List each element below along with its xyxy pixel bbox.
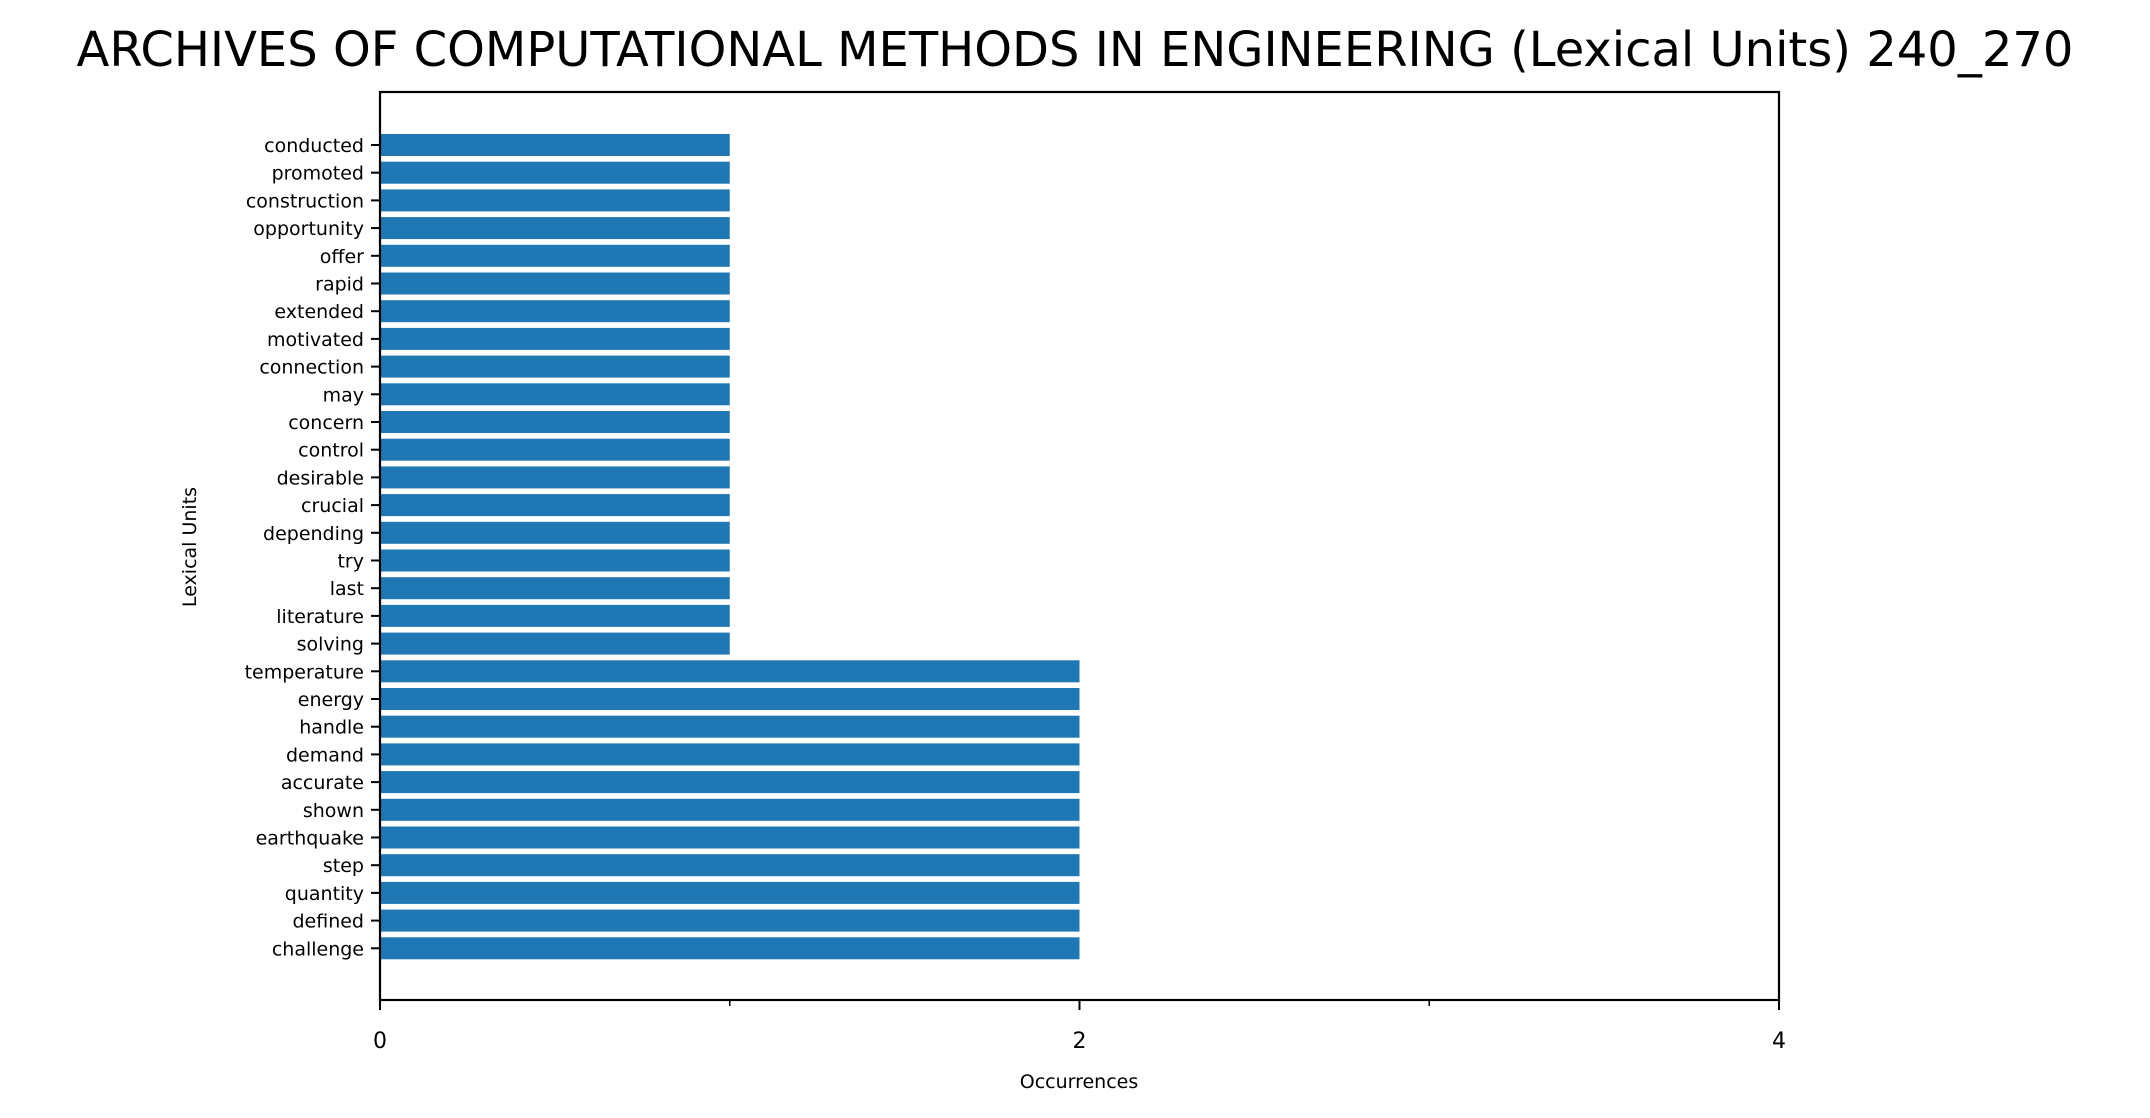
y-tick-label: quantity	[285, 883, 364, 905]
bar-challenge	[380, 937, 1080, 960]
bar-conducted	[380, 134, 730, 156]
y-tick-label: solving	[297, 634, 364, 656]
y-tick-label: concern	[288, 412, 364, 434]
bar-demand	[380, 743, 1080, 766]
bar-handle	[380, 715, 1080, 738]
bar-extended	[380, 300, 730, 323]
y-tick-label: opportunity	[253, 218, 364, 240]
y-tick-label: defined	[292, 911, 364, 933]
y-tick-label: try	[337, 551, 364, 573]
bar-earthquake	[380, 826, 1080, 849]
bar-accurate	[380, 771, 1080, 794]
bar-rapid	[380, 272, 730, 295]
bar-solving	[380, 632, 730, 655]
y-tick-label: may	[323, 384, 364, 406]
bar-promoted	[380, 161, 730, 184]
y-tick-label: demand	[286, 744, 364, 766]
bar-depending	[380, 521, 730, 544]
x-axis-label: Occurrences	[1020, 1071, 1139, 1093]
x-tick-label: 4	[1772, 1029, 1786, 1054]
y-tick-label: promoted	[272, 163, 364, 185]
bar-offer	[380, 244, 730, 267]
bar-crucial	[380, 494, 730, 517]
y-tick-label: extended	[274, 301, 364, 323]
y-tick-label: control	[298, 440, 364, 462]
bar-may	[380, 383, 730, 406]
y-tick-label: motivated	[267, 329, 364, 351]
bar-construction	[380, 189, 730, 212]
y-tick-label: rapid	[315, 274, 364, 296]
bar-energy	[380, 688, 1080, 710]
bar-temperature	[380, 660, 1080, 683]
x-tick-label: 0	[373, 1029, 387, 1054]
plot-frame	[378, 90, 1781, 1002]
x-tick-label: 2	[1073, 1029, 1087, 1054]
bar-desirable	[380, 466, 730, 489]
bar-step	[380, 854, 1080, 877]
bar-motivated	[380, 327, 730, 350]
bars-group	[380, 134, 1080, 960]
y-tick-label: temperature	[245, 661, 364, 683]
y-tick-label: challenge	[272, 938, 364, 960]
y-tick-label: crucial	[301, 495, 364, 517]
y-tick-label: depending	[263, 523, 364, 545]
y-tick-label: shown	[303, 800, 364, 822]
y-tick-label: accurate	[281, 772, 364, 794]
bar-last	[380, 577, 730, 600]
bar-opportunity	[380, 217, 730, 240]
bar-quantity	[380, 881, 1080, 904]
y-tick-label: desirable	[277, 467, 364, 489]
y-tick-label: literature	[276, 606, 364, 628]
y-tick-label: construction	[246, 190, 364, 212]
y-tick-label: last	[330, 578, 364, 600]
y-tick-label: energy	[298, 689, 364, 711]
y-tick-label: earthquake	[256, 828, 364, 850]
x-ticks-group: 0 2 4	[373, 1000, 1786, 1054]
y-axis-label: Lexical Units	[179, 487, 201, 607]
y-tick-label: offer	[320, 246, 364, 268]
bar-try	[380, 549, 730, 572]
y-tick-label: conducted	[264, 135, 364, 157]
y-tick-label: connection	[259, 357, 364, 379]
bar-control	[380, 438, 730, 461]
bar-concern	[380, 411, 730, 433]
bar-defined	[380, 909, 1080, 932]
y-tick-label: step	[323, 855, 364, 877]
chart-title: ARCHIVES OF COMPUTATIONAL METHODS IN ENG…	[77, 22, 2074, 78]
y-ticks-group: conducted promoted construction opportunity…	[245, 135, 380, 960]
y-tick-label: handle	[299, 717, 364, 739]
bar-shown	[380, 798, 1080, 821]
bar-connection	[380, 355, 730, 378]
bar-literature	[380, 604, 730, 627]
